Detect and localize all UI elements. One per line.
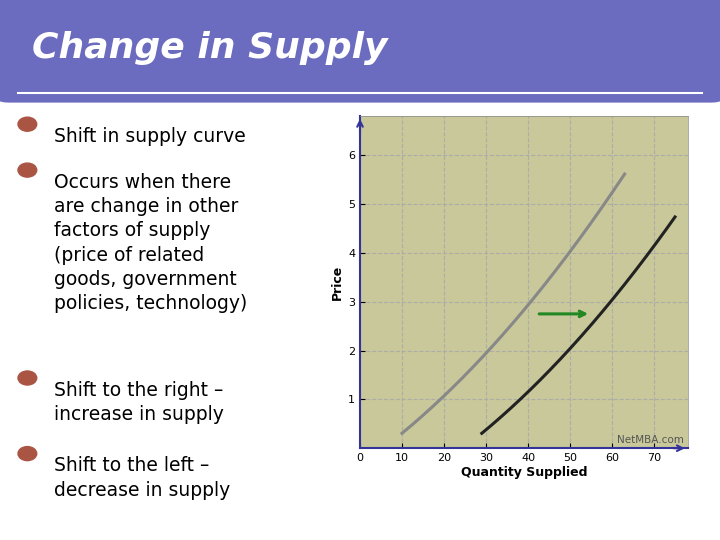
X-axis label: Quantity Supplied: Quantity Supplied [461, 466, 587, 479]
Circle shape [18, 117, 37, 131]
Circle shape [18, 163, 37, 177]
Circle shape [18, 447, 37, 461]
Text: Shift to the right –
increase in supply: Shift to the right – increase in supply [54, 381, 224, 424]
Text: Shift to the left –
decrease in supply: Shift to the left – decrease in supply [54, 456, 230, 500]
Text: Change in Supply: Change in Supply [32, 31, 388, 64]
Text: Occurs when there
are change in other
factors of supply
(price of related
goods,: Occurs when there are change in other fa… [54, 173, 247, 313]
Y-axis label: Price: Price [331, 265, 344, 300]
Text: NetMBA.com: NetMBA.com [618, 435, 684, 445]
Circle shape [18, 371, 37, 385]
Text: Shift in supply curve: Shift in supply curve [54, 127, 246, 146]
FancyBboxPatch shape [0, 0, 720, 103]
